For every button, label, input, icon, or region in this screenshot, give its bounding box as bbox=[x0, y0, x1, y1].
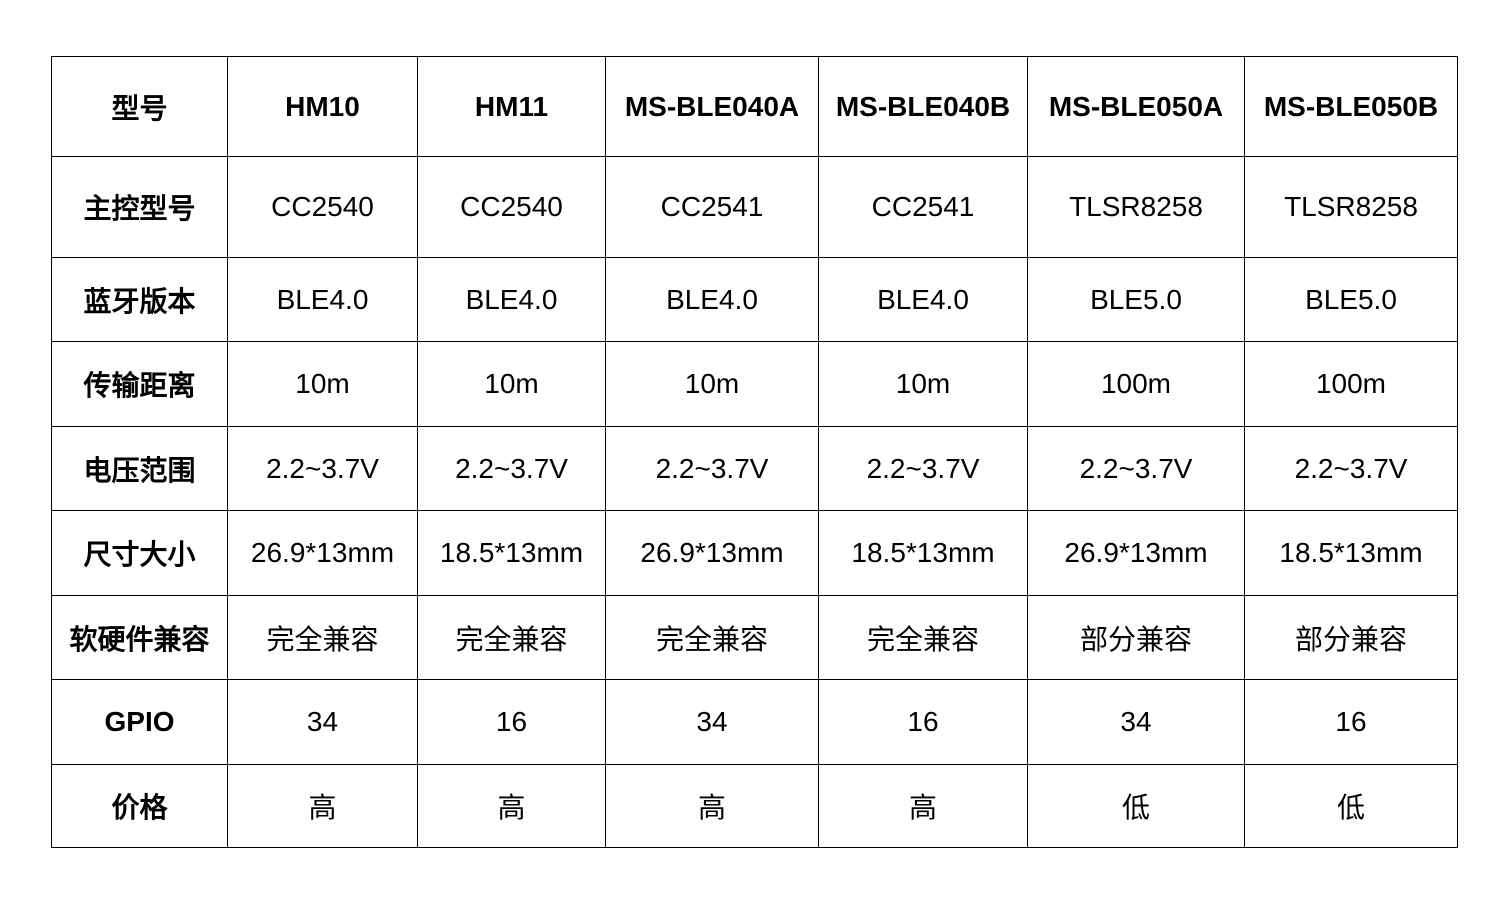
row-header: 软硬件兼容 bbox=[51, 595, 228, 680]
table-cell: CC2541 bbox=[818, 156, 1028, 258]
row-header: 价格 bbox=[51, 764, 228, 848]
table-cell: 完全兼容 bbox=[818, 595, 1028, 680]
table-row: 蓝牙版本 BLE4.0 BLE4.0 BLE4.0 BLE4.0 BLE5.0 BLE5.0 bbox=[51, 257, 1458, 342]
table-cell: BLE4.0 bbox=[227, 257, 418, 342]
table-cell: 18.5*13mm bbox=[1244, 510, 1458, 596]
row-header: 电压范围 bbox=[51, 426, 228, 511]
table-cell: 完全兼容 bbox=[605, 595, 819, 680]
table-cell: 2.2~3.7V bbox=[227, 426, 418, 511]
column-header: HM11 bbox=[417, 56, 606, 157]
table-cell: 低 bbox=[1244, 764, 1458, 848]
table-cell: TLSR8258 bbox=[1027, 156, 1245, 258]
table-row: 传输距离 10m 10m 10m 10m 100m 100m bbox=[51, 341, 1458, 427]
column-header: MS-BLE050A bbox=[1027, 56, 1245, 157]
table-cell: BLE4.0 bbox=[417, 257, 606, 342]
table-cell: 10m bbox=[417, 341, 606, 427]
table-cell: 10m bbox=[818, 341, 1028, 427]
table-cell: BLE4.0 bbox=[818, 257, 1028, 342]
table-cell: CC2541 bbox=[605, 156, 819, 258]
table-cell: 10m bbox=[227, 341, 418, 427]
table-cell: 34 bbox=[605, 679, 819, 765]
table-cell: 16 bbox=[417, 679, 606, 765]
table-cell: 100m bbox=[1244, 341, 1458, 427]
row-header: 传输距离 bbox=[51, 341, 228, 427]
column-header: HM10 bbox=[227, 56, 418, 157]
table-cell: 2.2~3.7V bbox=[818, 426, 1028, 511]
table-cell: 26.9*13mm bbox=[605, 510, 819, 596]
table-cell: 2.2~3.7V bbox=[417, 426, 606, 511]
table-cell: 16 bbox=[818, 679, 1028, 765]
table-cell: BLE4.0 bbox=[605, 257, 819, 342]
table-cell: 部分兼容 bbox=[1027, 595, 1245, 680]
table-cell: 2.2~3.7V bbox=[1244, 426, 1458, 511]
table-cell: TLSR8258 bbox=[1244, 156, 1458, 258]
row-header: GPIO bbox=[51, 679, 228, 765]
comparison-table: 型号 HM10 HM11 MS-BLE040A MS-BLE040B MS-BLE050A… bbox=[51, 56, 1458, 848]
table-cell: 低 bbox=[1027, 764, 1245, 848]
table-cell: 100m bbox=[1027, 341, 1245, 427]
table-cell: 高 bbox=[227, 764, 418, 848]
table-cell: 16 bbox=[1244, 679, 1458, 765]
column-header: MS-BLE050B bbox=[1244, 56, 1458, 157]
table-row: GPIO 34 16 34 16 34 16 bbox=[51, 679, 1458, 765]
table-cell: 34 bbox=[227, 679, 418, 765]
table-cell: CC2540 bbox=[227, 156, 418, 258]
table-cell: 完全兼容 bbox=[227, 595, 418, 680]
table-row: 电压范围 2.2~3.7V 2.2~3.7V 2.2~3.7V 2.2~3.7V 2.2~… bbox=[51, 426, 1458, 511]
table-cell: CC2540 bbox=[417, 156, 606, 258]
table-cell: 2.2~3.7V bbox=[1027, 426, 1245, 511]
column-header: MS-BLE040A bbox=[605, 56, 819, 157]
table-cell: BLE5.0 bbox=[1027, 257, 1245, 342]
table-cell: 高 bbox=[818, 764, 1028, 848]
header-row: 型号 HM10 HM11 MS-BLE040A MS-BLE040B MS-BLE050A… bbox=[51, 56, 1458, 157]
row-header: 主控型号 bbox=[51, 156, 228, 258]
table-cell: 高 bbox=[417, 764, 606, 848]
column-header: MS-BLE040B bbox=[818, 56, 1028, 157]
table-cell: 2.2~3.7V bbox=[605, 426, 819, 511]
row-header: 尺寸大小 bbox=[51, 510, 228, 596]
table-cell: 高 bbox=[605, 764, 819, 848]
table-row: 价格高高高高低低 bbox=[51, 764, 1458, 848]
row-header: 蓝牙版本 bbox=[51, 257, 228, 342]
table-cell: 18.5*13mm bbox=[818, 510, 1028, 596]
table-cell: 26.9*13mm bbox=[227, 510, 418, 596]
table-cell: 部分兼容 bbox=[1244, 595, 1458, 680]
column-header: 型号 bbox=[51, 56, 228, 157]
table-cell: 10m bbox=[605, 341, 819, 427]
table-cell: 34 bbox=[1027, 679, 1245, 765]
table-cell: BLE5.0 bbox=[1244, 257, 1458, 342]
table-row: 主控型号 CC2540 CC2540 CC2541 CC2541 TLSR8258 TLSR… bbox=[51, 156, 1458, 258]
table-cell: 18.5*13mm bbox=[417, 510, 606, 596]
table-row: 软硬件兼容 完全兼容 完全兼容 完全兼容 完全兼容 部分兼容 部分兼容 bbox=[51, 595, 1458, 680]
table-row: 尺寸大小 26.9*13mm 18.5*13mm 26.9*13mm 18.5*13mm… bbox=[51, 510, 1458, 596]
table-cell: 完全兼容 bbox=[417, 595, 606, 680]
table-cell: 26.9*13mm bbox=[1027, 510, 1245, 596]
